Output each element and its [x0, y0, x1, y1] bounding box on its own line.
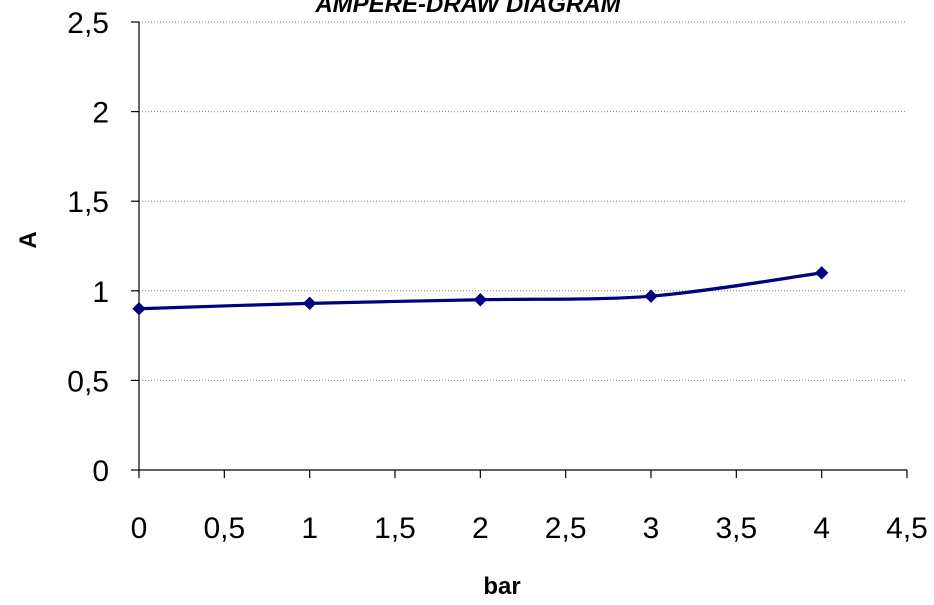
data-point-marker — [644, 289, 658, 303]
x-tick-label: 4 — [813, 512, 830, 545]
x-tick-label: 3,5 — [715, 512, 757, 545]
y-tick-label: 2 — [92, 97, 109, 130]
x-tick-label: 0,5 — [203, 512, 245, 545]
y-axis-title: A — [15, 231, 42, 248]
series-group — [132, 266, 829, 316]
axes — [131, 21, 908, 478]
data-point-marker — [473, 293, 488, 307]
y-tick-labels: 0 0,5 1 1,5 2 2,5 — [67, 7, 109, 488]
x-tick-labels: 0 0,5 1 1,5 2 2,5 3 3,5 4 4,5 — [131, 512, 928, 545]
x-tick-label: 2 — [472, 512, 489, 545]
x-tick-label: 1,5 — [374, 512, 416, 545]
x-tick-label: 3 — [643, 512, 660, 545]
data-point-marker — [302, 296, 317, 311]
gridlines — [139, 21, 907, 381]
x-tick-label: 1 — [301, 512, 318, 545]
x-tick-label: 4,5 — [886, 512, 928, 545]
x-axis-title: bar — [483, 573, 520, 600]
chart-title: AMPERE-DRAW DIAGRAM — [314, 0, 621, 18]
y-tick-label: 0,5 — [67, 365, 109, 398]
y-tick-label: 2,5 — [67, 7, 109, 40]
y-tick-label: 0 — [92, 455, 109, 488]
y-tick-label: 1,5 — [67, 186, 109, 219]
data-point-marker — [132, 302, 146, 316]
data-point-marker — [814, 266, 829, 280]
x-tick-label: 2,5 — [545, 512, 587, 545]
y-tick-label: 1 — [92, 276, 109, 309]
x-tick-label: 0 — [131, 512, 148, 545]
